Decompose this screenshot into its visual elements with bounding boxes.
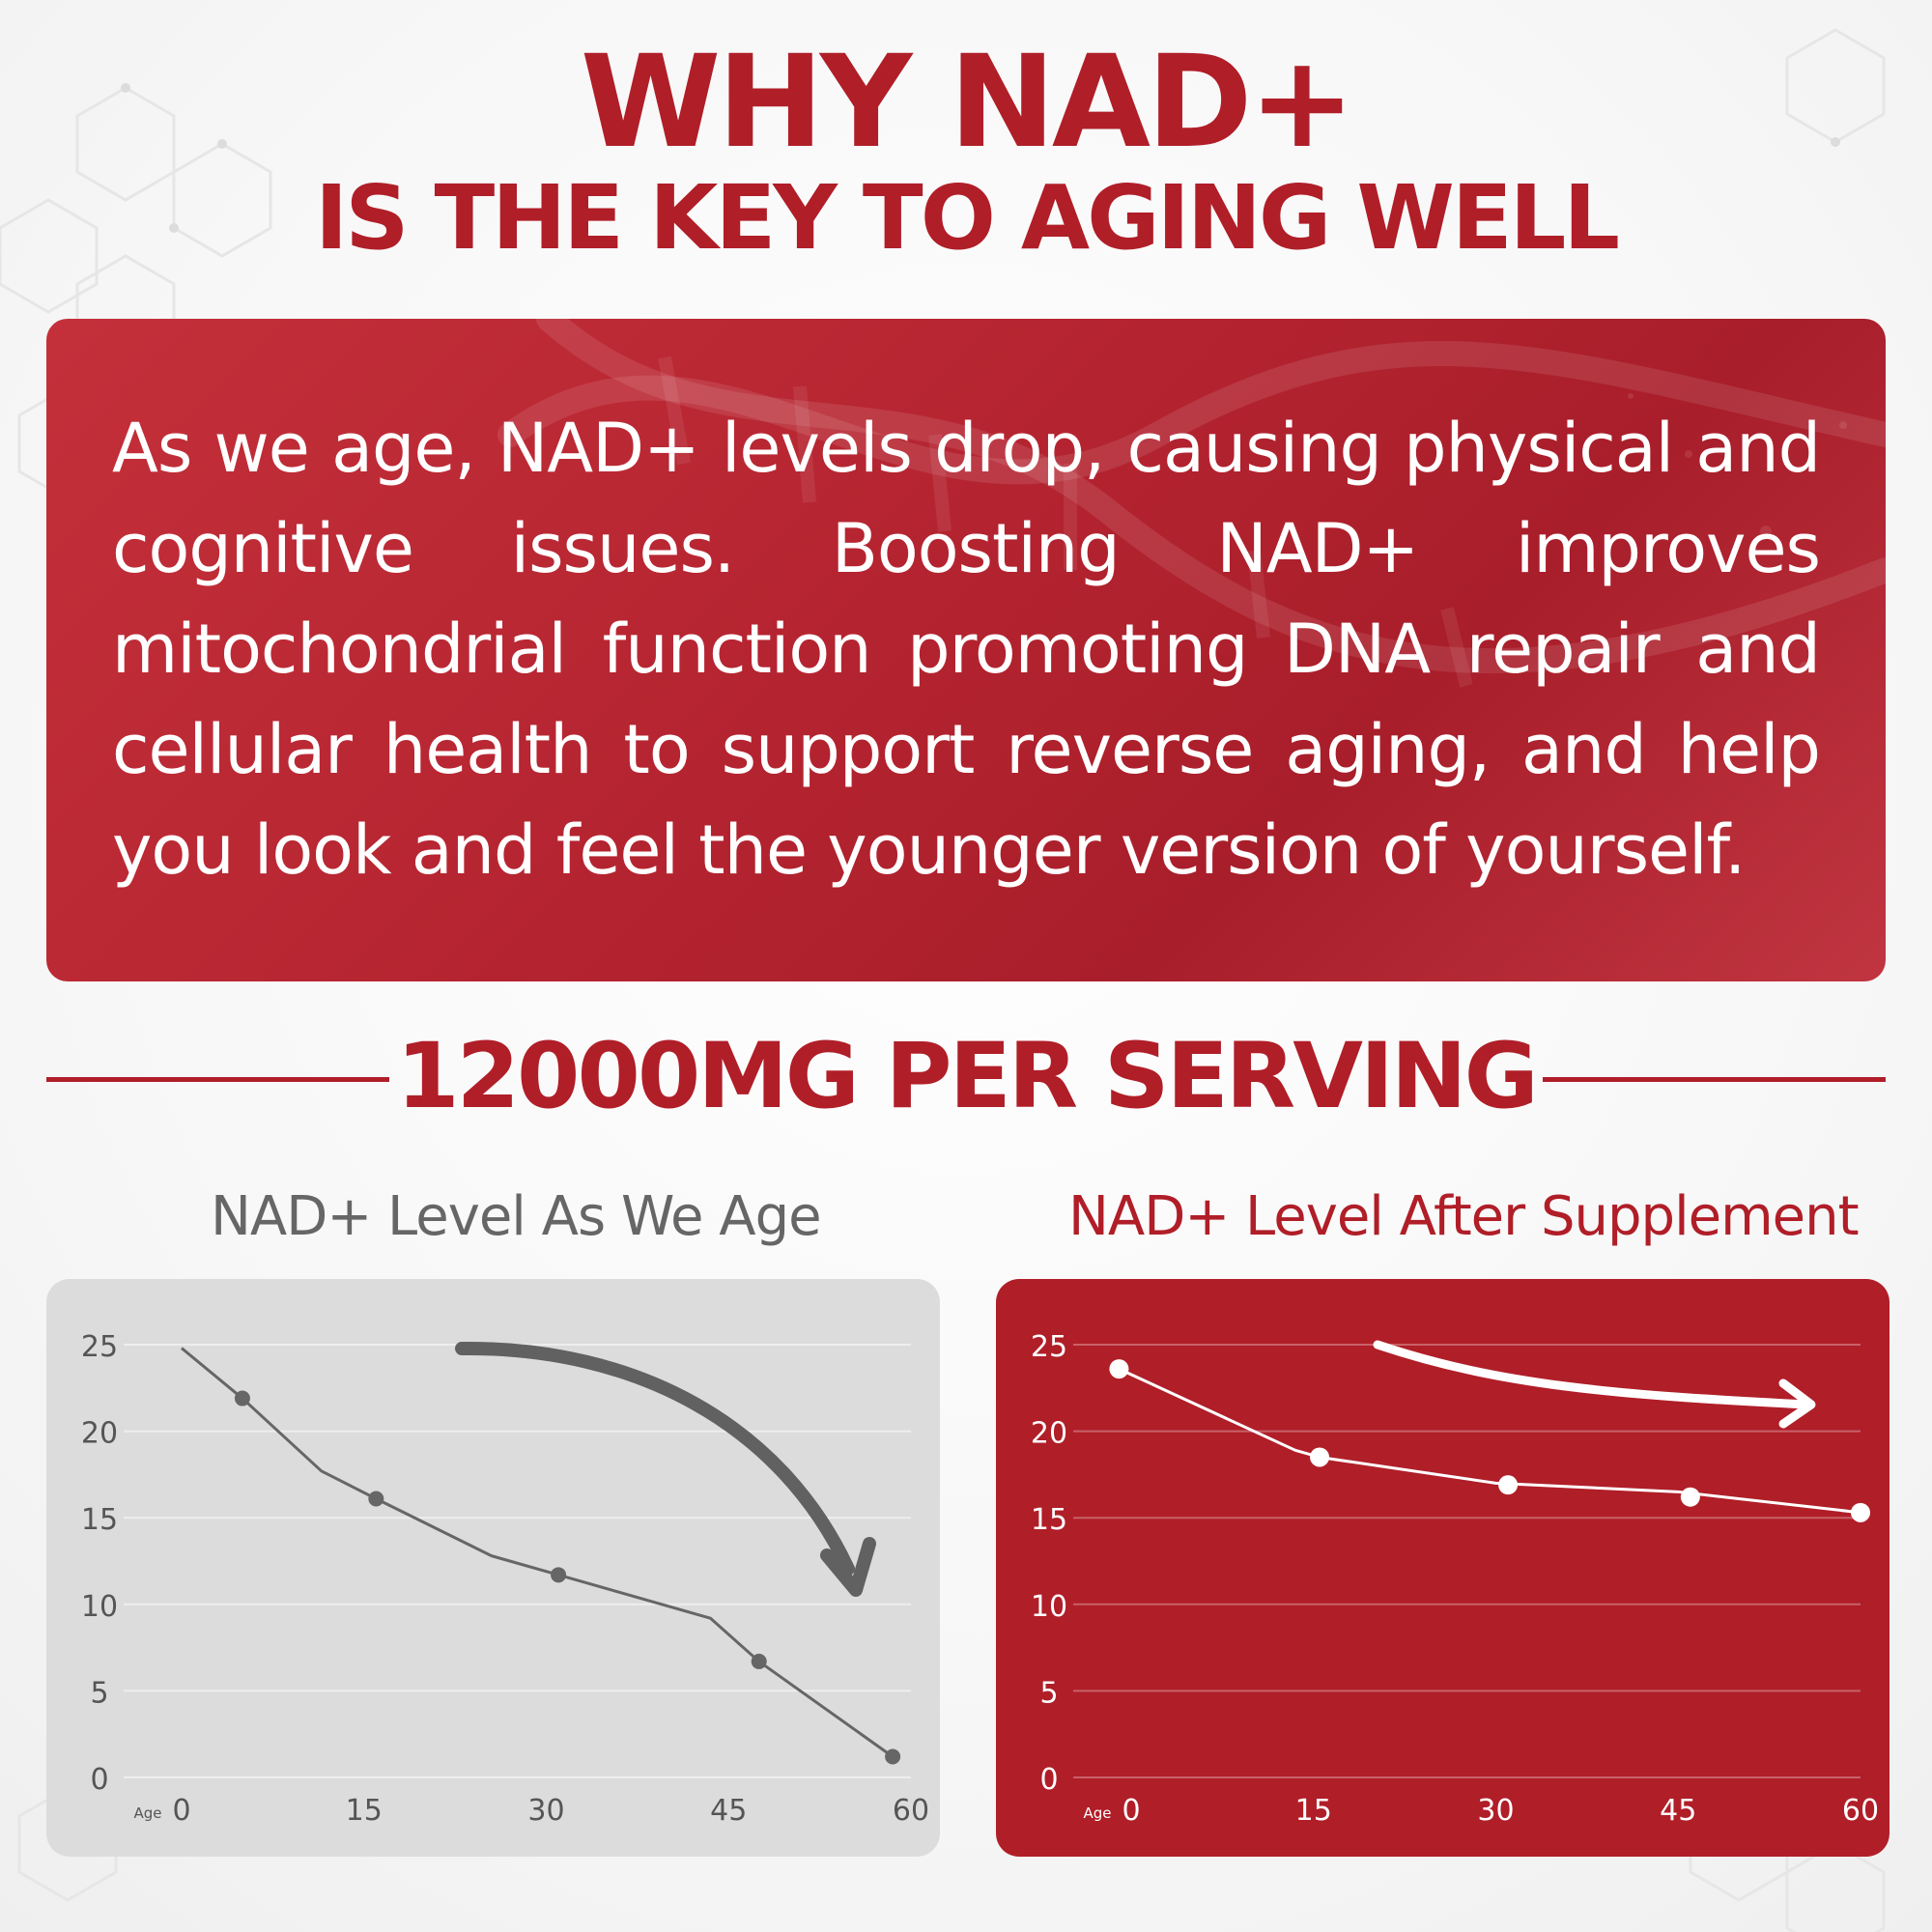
data-point (885, 1748, 901, 1765)
x-tick-label: 45 (710, 1794, 747, 1828)
x-tick-label: 15 (1295, 1794, 1332, 1828)
y-tick-label: 25 (1031, 1330, 1067, 1364)
x-tick-label: 0 (1122, 1794, 1140, 1828)
y-tick-label: 25 (81, 1330, 118, 1364)
y-tick-label: 20 (1031, 1417, 1067, 1451)
serving-label: 12000MG PER SERVING (396, 1024, 1539, 1129)
chart-panel-aging: 0 5 10 15 20 25 0 15 30 45 60 Age (46, 1279, 940, 1857)
data-point (368, 1491, 384, 1507)
y-tick-label: 20 (81, 1417, 118, 1451)
y-tick-label: 10 (1031, 1590, 1067, 1624)
separator-line-right (1543, 1077, 1886, 1082)
data-point (234, 1390, 250, 1406)
trend-arrow-curve (1373, 1340, 1812, 1409)
page-title: WHY NAD+ (580, 28, 1355, 177)
x-tick-label: 0 (172, 1794, 190, 1828)
data-point (1851, 1502, 1870, 1522)
series-line (181, 1347, 894, 1758)
chart-supplement-svg: 0 5 10 15 20 25 0 15 30 45 60 Age (1031, 1330, 1879, 1828)
x-tick-label: 60 (1842, 1794, 1879, 1828)
y-tick-label: 5 (90, 1676, 108, 1710)
data-point (1498, 1475, 1519, 1495)
y-tick-label: 0 (90, 1763, 108, 1797)
chart-panel-supplement: 0 5 10 15 20 25 0 15 30 45 60 Age (996, 1279, 1889, 1857)
chart-title-supplement: NAD+ Level After Supplement (1068, 1185, 1860, 1248)
x-tick-label: 30 (527, 1794, 564, 1828)
chart-aging-svg: 0 5 10 15 20 25 0 15 30 45 60 Age (81, 1330, 929, 1828)
data-point (551, 1567, 567, 1583)
banner-text: As we age, NAD+ levels drop, causing phy… (112, 409, 1821, 890)
trend-arrowhead (1778, 1378, 1816, 1429)
x-axis-label: Age (1083, 1804, 1111, 1822)
y-tick-label: 15 (1031, 1503, 1067, 1537)
data-point (1109, 1359, 1129, 1379)
x-tick-label: 15 (346, 1794, 383, 1828)
trend-arrow-curve (455, 1341, 855, 1576)
x-tick-label: 60 (893, 1794, 929, 1828)
dna-helix-decoration (497, 319, 1886, 688)
page-subtitle: IS THE KEY TO AGING WELL (315, 166, 1620, 270)
y-tick-label: 5 (1039, 1676, 1058, 1710)
x-axis-label: Age (133, 1804, 161, 1822)
y-tick-label: 15 (81, 1503, 118, 1537)
data-point (1680, 1487, 1700, 1507)
chart-title-aging: NAD+ Level As We Age (211, 1185, 822, 1248)
y-tick-label: 0 (1039, 1763, 1058, 1797)
data-point (1310, 1447, 1330, 1467)
y-tick-label: 10 (81, 1590, 118, 1624)
x-tick-label: 30 (1477, 1794, 1514, 1828)
series-line (1118, 1367, 1861, 1515)
x-tick-label: 45 (1660, 1794, 1696, 1828)
trend-arrowhead (820, 1537, 876, 1597)
info-banner: As we age, NAD+ levels drop, causing phy… (46, 319, 1886, 981)
data-point (751, 1653, 767, 1669)
separator-line-left (46, 1077, 389, 1082)
